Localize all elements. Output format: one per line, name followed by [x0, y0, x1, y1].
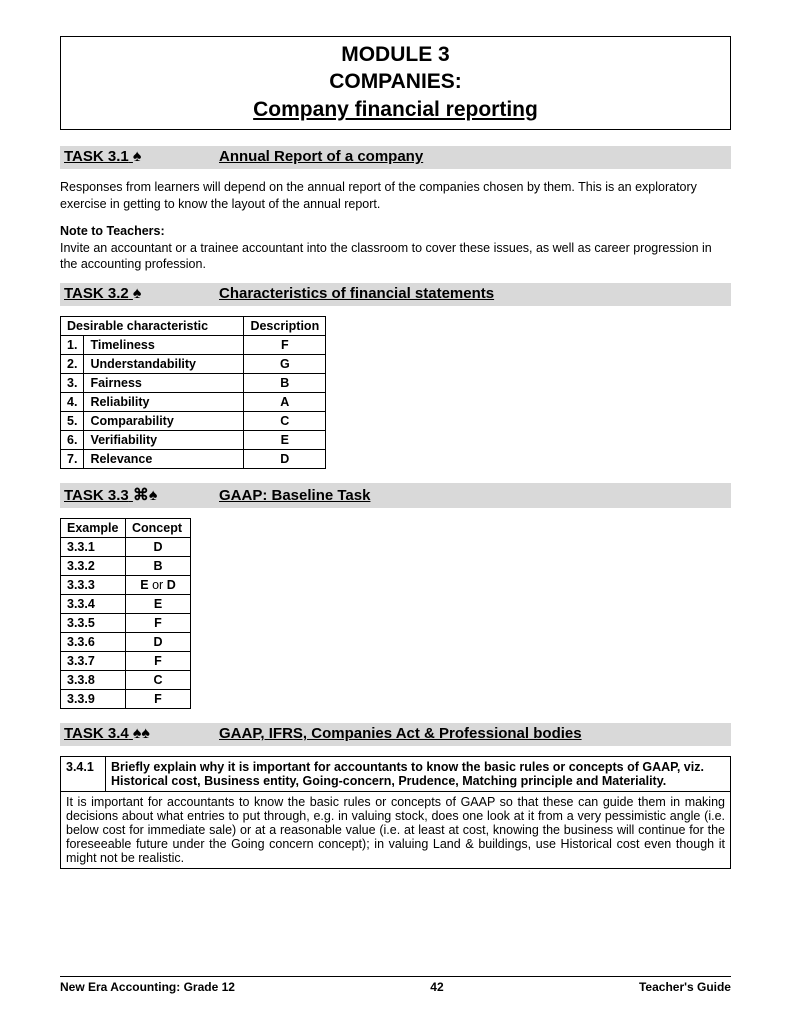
task-3-2-title: Characteristics of financial statements: [219, 285, 494, 302]
example-number: 3.3.9: [61, 690, 126, 709]
characteristic-name: Comparability: [84, 412, 244, 431]
row-number: 7.: [61, 450, 84, 469]
answer-text: It is important for accountants to know …: [61, 792, 731, 869]
note-label: Note to Teachers:: [60, 224, 165, 238]
module-line1: MODULE 3: [61, 41, 730, 68]
task-3-3-title: GAAP: Baseline Task: [219, 487, 370, 504]
description-letter: F: [244, 336, 326, 355]
answer-table: 3.4.1 Briefly explain why it is importan…: [60, 756, 731, 869]
concept-letter: F: [126, 614, 191, 633]
page-footer: New Era Accounting: Grade 12 42 Teacher'…: [60, 976, 731, 994]
concept-letter: B: [126, 557, 191, 576]
row-number: 3.: [61, 374, 84, 393]
table-row: 3.FairnessB: [61, 374, 326, 393]
description-letter: B: [244, 374, 326, 393]
table-row: 3.3.5F: [61, 614, 191, 633]
concept-letter: E or D: [126, 576, 191, 595]
col-description: Description: [244, 317, 326, 336]
characteristic-name: Reliability: [84, 393, 244, 412]
module-line3: Company financial reporting: [61, 96, 730, 123]
example-number: 3.3.5: [61, 614, 126, 633]
characteristic-name: Fairness: [84, 374, 244, 393]
task-3-4-title: GAAP, IFRS, Companies Act & Professional…: [219, 725, 582, 742]
col-concept: Concept: [126, 519, 191, 538]
characteristic-name: Understandability: [84, 355, 244, 374]
task-3-2-header: TASK 3.2 ♠ Characteristics of financial …: [60, 283, 731, 306]
row-number: 2.: [61, 355, 84, 374]
characteristics-table: Desirable characteristic Description 1.T…: [60, 316, 326, 469]
task-3-4-label: TASK 3.4: [64, 725, 129, 742]
question-number: 3.4.1: [61, 757, 106, 792]
spade-icon: ♠: [133, 148, 142, 166]
task-3-3-label: TASK 3.3: [64, 487, 129, 504]
table-row: 3.3.8C: [61, 671, 191, 690]
concept-letter: E: [126, 595, 191, 614]
task-3-1-note: Note to Teachers: Invite an accountant o…: [60, 223, 731, 274]
concept-letter: D: [126, 538, 191, 557]
row-number: 4.: [61, 393, 84, 412]
note-text: Invite an accountant or a trainee accoun…: [60, 241, 712, 272]
table-row: 2.UnderstandabilityG: [61, 355, 326, 374]
module-title-box: MODULE 3 COMPANIES: Company financial re…: [60, 36, 731, 130]
command-spade-icon: ⌘♠: [133, 485, 158, 505]
description-letter: A: [244, 393, 326, 412]
description-letter: E: [244, 431, 326, 450]
spade-spade-icon: ♠♠: [133, 725, 150, 743]
characteristic-name: Verifiability: [84, 431, 244, 450]
table-row: 3.3.9F: [61, 690, 191, 709]
table-row: 3.3.3E or D: [61, 576, 191, 595]
concept-letter: F: [126, 652, 191, 671]
table-row: 3.3.2B: [61, 557, 191, 576]
col-example: Example: [61, 519, 126, 538]
table-row: 4.ReliabilityA: [61, 393, 326, 412]
spade-icon: ♠: [133, 285, 142, 303]
table-row: 1.TimelinessF: [61, 336, 326, 355]
concepts-table: Example Concept 3.3.1D3.3.2B3.3.3E or D3…: [60, 518, 191, 709]
row-number: 1.: [61, 336, 84, 355]
task-3-1-label: TASK 3.1: [64, 148, 129, 165]
task-3-1-header: TASK 3.1 ♠ Annual Report of a company: [60, 146, 731, 169]
concept-letter: C: [126, 671, 191, 690]
example-number: 3.3.1: [61, 538, 126, 557]
example-number: 3.3.3: [61, 576, 126, 595]
row-number: 6.: [61, 431, 84, 450]
description-letter: C: [244, 412, 326, 431]
table-row: 3.3.1D: [61, 538, 191, 557]
table-row: 6.VerifiabilityE: [61, 431, 326, 450]
table-row: 5.ComparabilityC: [61, 412, 326, 431]
row-number: 5.: [61, 412, 84, 431]
concept-letter: F: [126, 690, 191, 709]
task-3-2-label: TASK 3.2: [64, 285, 129, 302]
task-3-4-header: TASK 3.4 ♠♠ GAAP, IFRS, Companies Act & …: [60, 723, 731, 746]
example-number: 3.3.2: [61, 557, 126, 576]
description-letter: D: [244, 450, 326, 469]
example-number: 3.3.4: [61, 595, 126, 614]
example-number: 3.3.8: [61, 671, 126, 690]
characteristic-name: Relevance: [84, 450, 244, 469]
table-row: 3.3.4E: [61, 595, 191, 614]
question-text: Briefly explain why it is important for …: [106, 757, 731, 792]
table-row: 7.RelevanceD: [61, 450, 326, 469]
col-desirable: Desirable characteristic: [61, 317, 244, 336]
task-3-3-header: TASK 3.3 ⌘♠ GAAP: Baseline Task: [60, 483, 731, 508]
footer-center: 42: [430, 980, 443, 994]
footer-right: Teacher's Guide: [639, 980, 731, 994]
description-letter: G: [244, 355, 326, 374]
footer-left: New Era Accounting: Grade 12: [60, 980, 235, 994]
table-row: 3.3.6D: [61, 633, 191, 652]
task-3-1-para: Responses from learners will depend on t…: [60, 179, 731, 213]
example-number: 3.3.6: [61, 633, 126, 652]
example-number: 3.3.7: [61, 652, 126, 671]
characteristic-name: Timeliness: [84, 336, 244, 355]
task-3-1-title: Annual Report of a company: [219, 148, 423, 165]
concept-letter: D: [126, 633, 191, 652]
table-row: 3.3.7F: [61, 652, 191, 671]
module-line2: COMPANIES:: [61, 68, 730, 95]
